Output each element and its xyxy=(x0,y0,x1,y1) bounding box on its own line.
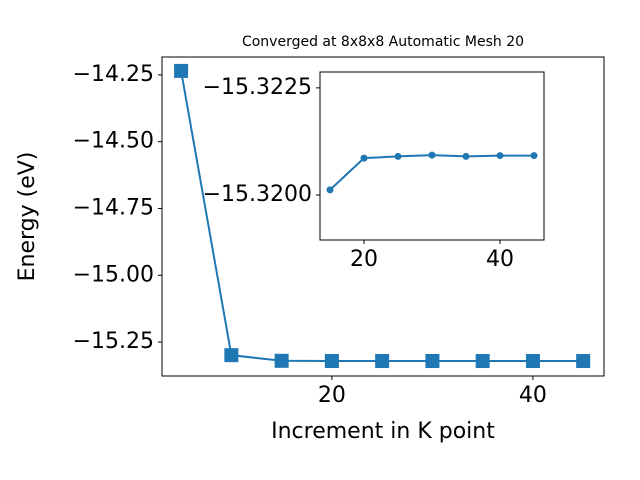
x-tick-label: 20 xyxy=(350,247,378,272)
marker xyxy=(576,354,591,369)
marker xyxy=(360,154,368,162)
marker xyxy=(324,354,339,369)
marker xyxy=(224,348,239,363)
marker xyxy=(394,152,402,160)
marker xyxy=(326,186,334,194)
marker xyxy=(375,354,390,369)
y-tick-label: −15.3225 xyxy=(203,75,312,100)
x-tick-label: 40 xyxy=(519,383,547,408)
y-tick-label: −14.25 xyxy=(73,62,154,87)
marker xyxy=(425,354,440,369)
y-tick-label: −14.50 xyxy=(73,129,154,154)
marker xyxy=(274,353,289,368)
marker xyxy=(530,152,538,160)
marker xyxy=(428,151,436,159)
chart-title: Converged at 8x8x8 Automatic Mesh 20 xyxy=(242,34,524,50)
axes-frame xyxy=(319,71,545,241)
y-tick-label: −15.00 xyxy=(73,262,154,287)
x-tick-label: 40 xyxy=(486,247,514,272)
y-tick-label: −15.25 xyxy=(73,329,154,354)
marker xyxy=(475,354,490,369)
y-tick-label: −15.3200 xyxy=(203,182,312,207)
marker xyxy=(525,354,540,369)
marker xyxy=(174,63,189,78)
axes-frame xyxy=(161,56,605,377)
y-tick-label: −14.75 xyxy=(73,195,154,220)
axes: 20 40 −15.3225 −15.3200 xyxy=(203,71,545,272)
x-axis-label: Increment in K point xyxy=(271,419,495,444)
x-tick-label: 20 xyxy=(318,383,346,408)
marker xyxy=(496,152,504,160)
marker xyxy=(462,152,470,160)
y-axis-label: Energy (eV) xyxy=(15,152,40,282)
